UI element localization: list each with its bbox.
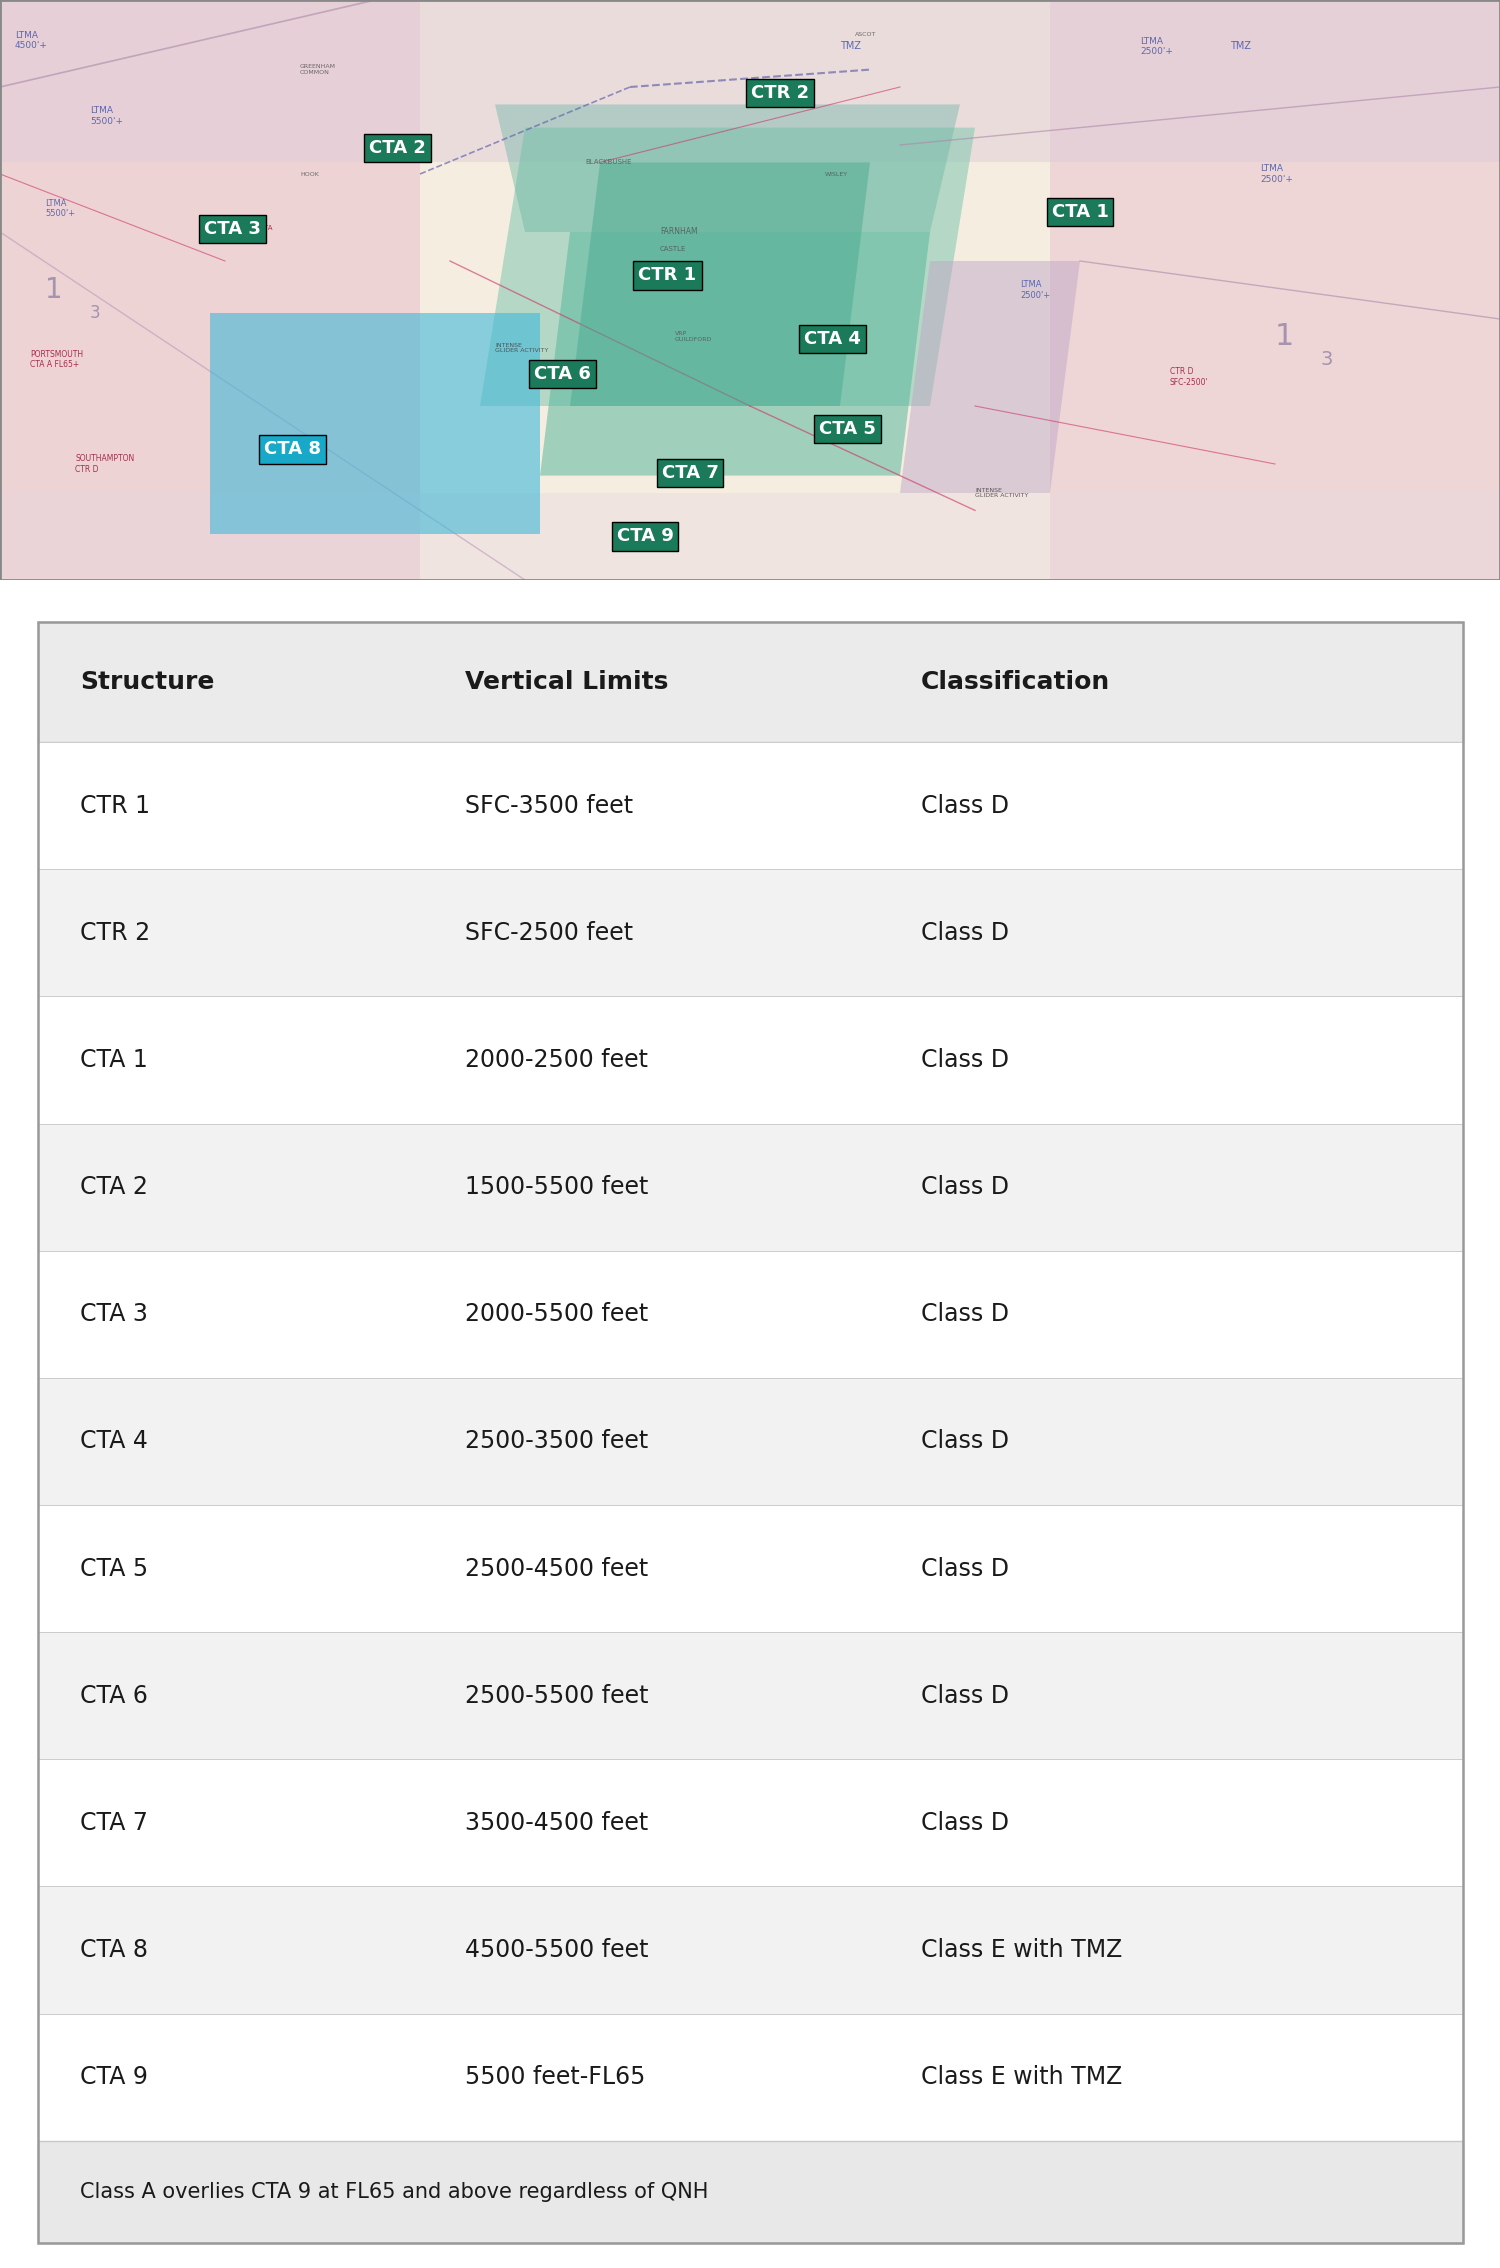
Text: ASCOT: ASCOT: [855, 32, 876, 36]
Bar: [38, 1887, 1462, 2014]
Bar: [38, 1760, 1462, 1887]
Text: INTENSE
GLIDER ACTIVITY: INTENSE GLIDER ACTIVITY: [495, 342, 549, 354]
Text: TMZ: TMZ: [1230, 41, 1251, 52]
Text: CTA 5: CTA 5: [819, 420, 876, 438]
Text: P'MOUTH CTA
A FL65+: P'MOUTH CTA A FL65+: [225, 225, 273, 238]
Text: WISLEY: WISLEY: [825, 172, 848, 177]
Bar: [0, 0, 420, 581]
Text: LTMA
2500'+: LTMA 2500'+: [1260, 163, 1293, 184]
Text: SFC-2500 feet: SFC-2500 feet: [465, 921, 633, 946]
Text: Class D: Class D: [921, 1175, 1010, 1200]
Text: 2500-3500 feet: 2500-3500 feet: [465, 1429, 648, 1454]
Polygon shape: [480, 127, 975, 406]
Text: GREENHAM
COMMON: GREENHAM COMMON: [300, 64, 336, 75]
Bar: [38, 742, 1462, 869]
Text: 1: 1: [45, 277, 63, 304]
Text: Class D: Class D: [921, 1810, 1010, 1835]
Text: SFC-3500 feet: SFC-3500 feet: [465, 794, 633, 819]
Text: CTR D
SFC-2500': CTR D SFC-2500': [1170, 367, 1209, 388]
Text: Class D: Class D: [921, 1683, 1010, 1708]
Text: CTA 7: CTA 7: [81, 1810, 148, 1835]
Text: 2000-5500 feet: 2000-5500 feet: [465, 1302, 648, 1327]
Text: CTA 2: CTA 2: [81, 1175, 148, 1200]
Text: CTA 8: CTA 8: [81, 1937, 148, 1962]
Text: 3: 3: [1320, 349, 1332, 370]
Text: CTA 8: CTA 8: [264, 440, 321, 458]
Text: 2500-5500 feet: 2500-5500 feet: [465, 1683, 648, 1708]
Text: BAGSHOT: BAGSHOT: [750, 79, 780, 84]
Text: 3: 3: [90, 304, 101, 322]
Text: FARNHAM: FARNHAM: [660, 227, 698, 236]
Text: 2000-2500 feet: 2000-2500 feet: [465, 1048, 648, 1073]
Bar: [0, 0, 1500, 163]
Text: CTA 4: CTA 4: [81, 1429, 148, 1454]
Bar: [38, 2141, 1462, 2243]
Text: Class D: Class D: [921, 1048, 1010, 1073]
Text: CASTLE: CASTLE: [660, 247, 687, 252]
Text: Vertical Limits: Vertical Limits: [465, 671, 669, 694]
Text: Class D: Class D: [921, 1302, 1010, 1327]
Bar: [38, 1633, 1462, 1760]
Text: 1: 1: [1275, 322, 1294, 352]
Text: CTA 4: CTA 4: [804, 331, 861, 349]
Bar: [38, 621, 1462, 742]
Text: CTA 3: CTA 3: [204, 220, 261, 238]
Bar: [38, 869, 1462, 996]
Text: CTA 1: CTA 1: [1052, 202, 1108, 220]
Bar: [38, 1379, 1462, 1506]
Text: Structure: Structure: [81, 671, 214, 694]
Text: 2500-4500 feet: 2500-4500 feet: [465, 1556, 648, 1581]
Text: LTMA
5500'+: LTMA 5500'+: [45, 200, 75, 218]
Bar: [38, 1250, 1462, 1379]
Text: VRP
GUILDFORD: VRP GUILDFORD: [675, 331, 712, 342]
Text: LTMA
2500'+: LTMA 2500'+: [1020, 281, 1050, 299]
Text: CTR 1: CTR 1: [81, 794, 150, 819]
Text: HOOK: HOOK: [300, 172, 320, 177]
Text: LTMA
4500'+: LTMA 4500'+: [15, 32, 48, 50]
Text: 1500-5500 feet: 1500-5500 feet: [465, 1175, 648, 1200]
Text: CTA 1: CTA 1: [81, 1048, 148, 1073]
Bar: [0, 492, 1500, 581]
Text: Class D: Class D: [921, 1429, 1010, 1454]
Bar: [38, 996, 1462, 1123]
Text: CTA 9: CTA 9: [616, 528, 674, 547]
Polygon shape: [570, 163, 870, 406]
Bar: [38, 2014, 1462, 2141]
Text: CTR 2: CTR 2: [752, 84, 808, 102]
Polygon shape: [900, 261, 1080, 492]
Bar: [38, 1123, 1462, 1250]
Text: Class D: Class D: [921, 794, 1010, 819]
Bar: [1050, 0, 1500, 581]
Bar: [210, 313, 540, 533]
Text: CTA 3: CTA 3: [81, 1302, 148, 1327]
Text: 5500 feet-FL65: 5500 feet-FL65: [465, 2066, 645, 2089]
Text: CTA 7: CTA 7: [662, 463, 718, 481]
Text: Class E with TMZ: Class E with TMZ: [921, 1937, 1122, 1962]
Text: SOUTHAMPTON
CTR D: SOUTHAMPTON CTR D: [75, 454, 135, 474]
Text: Classification: Classification: [921, 671, 1110, 694]
Text: Class E with TMZ: Class E with TMZ: [921, 2066, 1122, 2089]
Text: TMZ: TMZ: [840, 41, 861, 52]
Text: CTA 6: CTA 6: [81, 1683, 148, 1708]
Text: LTMA
5500'+: LTMA 5500'+: [90, 107, 123, 125]
Polygon shape: [540, 231, 930, 476]
Text: CTA 6: CTA 6: [534, 365, 591, 383]
Text: CTA 2: CTA 2: [369, 138, 426, 156]
Text: Class A overlies CTA 9 at FL65 and above regardless of QNH: Class A overlies CTA 9 at FL65 and above…: [81, 2182, 708, 2202]
Text: Class D: Class D: [921, 921, 1010, 946]
Text: PORTSMOUTH
CTA A FL65+: PORTSMOUTH CTA A FL65+: [30, 349, 82, 370]
Text: INTENSE
GLIDER ACTIVITY: INTENSE GLIDER ACTIVITY: [975, 488, 1029, 499]
Text: CTA 9: CTA 9: [81, 2066, 148, 2089]
Bar: [38, 1506, 1462, 1633]
Text: CTR 1: CTR 1: [639, 268, 696, 284]
Polygon shape: [495, 104, 960, 231]
Text: LTMA
2500'+: LTMA 2500'+: [1140, 36, 1173, 57]
Text: 3500-4500 feet: 3500-4500 feet: [465, 1810, 648, 1835]
Text: CTR 2: CTR 2: [81, 921, 150, 946]
Text: Class D: Class D: [921, 1556, 1010, 1581]
Text: BLACKBUSHE: BLACKBUSHE: [585, 159, 632, 166]
Text: 4500-5500 feet: 4500-5500 feet: [465, 1937, 648, 1962]
Text: CTA 5: CTA 5: [81, 1556, 148, 1581]
